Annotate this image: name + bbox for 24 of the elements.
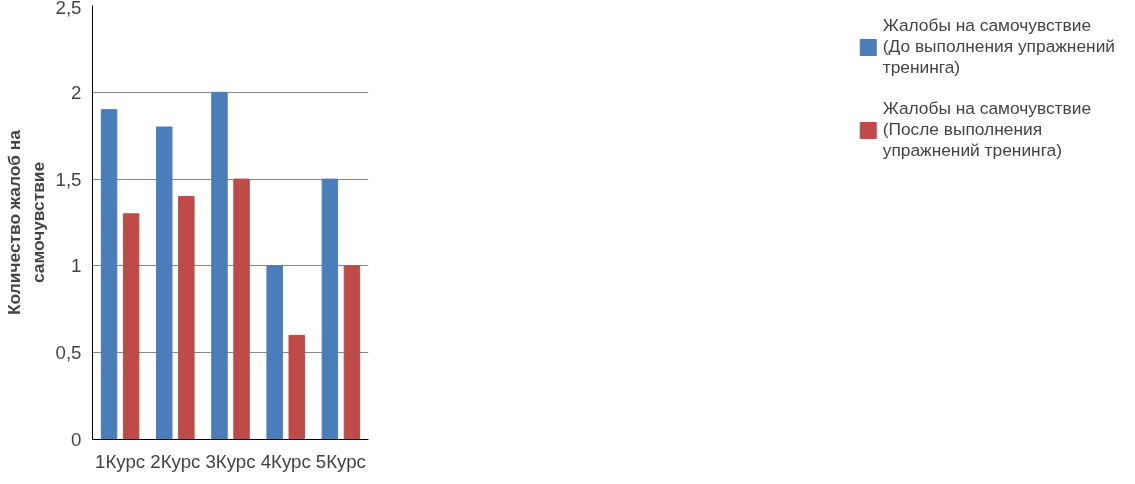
y-axis-title: Количество жалоб на самочувствие bbox=[3, 129, 48, 315]
bar bbox=[266, 265, 283, 440]
x-tick-label: 2Курс bbox=[150, 450, 201, 472]
bar bbox=[211, 91, 228, 440]
bar bbox=[122, 213, 140, 440]
x-tick-label: 4Курс bbox=[260, 450, 311, 472]
bar bbox=[321, 178, 339, 440]
x-tick-label: 1Курс bbox=[95, 450, 146, 472]
y-tick-label: 1,5 bbox=[55, 168, 82, 190]
bar bbox=[288, 334, 305, 440]
legend-label: Жалобы на самочувствие (После выполнения упражнений тренинга) bbox=[882, 98, 1092, 161]
bar bbox=[178, 195, 195, 440]
y-tick-label: 2,5 bbox=[55, 0, 82, 18]
bar bbox=[233, 178, 250, 440]
bar bbox=[156, 126, 173, 440]
bar bbox=[343, 265, 361, 440]
y-tick-label: 0,5 bbox=[55, 342, 82, 364]
x-tick-label: 5Курс bbox=[315, 450, 366, 472]
bar bbox=[100, 109, 118, 440]
y-tick-label: 2 bbox=[71, 81, 82, 103]
y-tick-label: 1 bbox=[71, 255, 82, 277]
y-tick-label: 0 bbox=[71, 429, 82, 450]
legend-label: Жалобы на самочувствие (До выполнения упражнений тренинга) bbox=[882, 15, 1115, 78]
x-tick-label: 3Курс bbox=[205, 450, 256, 472]
